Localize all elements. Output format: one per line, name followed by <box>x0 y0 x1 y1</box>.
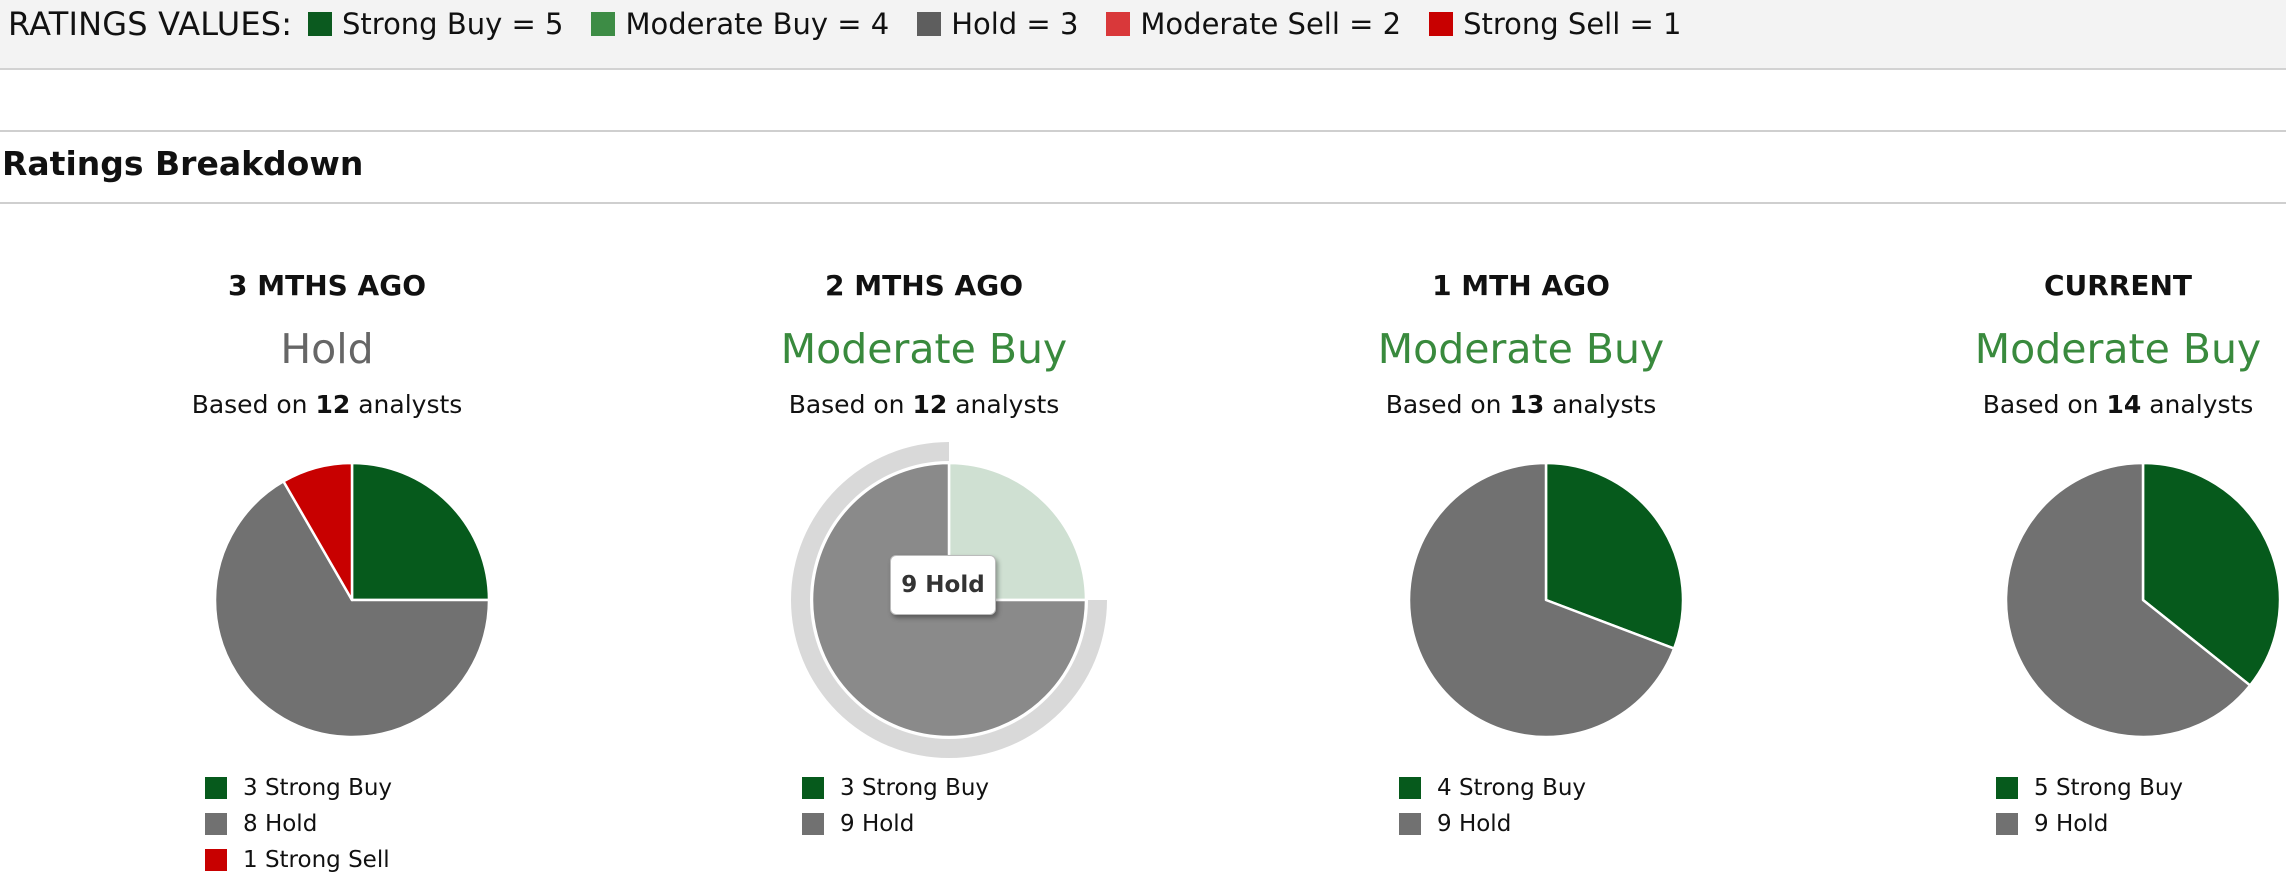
panel-period-title: CURRENT <box>2043 269 2193 302</box>
pie-slice-hold[interactable] <box>2004 461 2252 739</box>
legend-label: 8 Hold <box>243 811 318 837</box>
analysts-text: analysts <box>1544 390 1657 419</box>
hold-tooltip: 9 Hold <box>890 555 996 615</box>
pie-legend: 3 Strong Buy 9 Hold <box>802 770 989 842</box>
panel-rating: Hold <box>280 325 374 373</box>
rating-value-strong-buy: Strong Buy = 5 <box>308 6 563 42</box>
legend-item-strong-buy[interactable]: 5 Strong Buy <box>1996 770 2183 806</box>
legend-item-strong-buy[interactable]: 4 Strong Buy <box>1399 770 1586 806</box>
pie-legend: 5 Strong Buy 9 Hold <box>1996 770 2183 842</box>
analysts-text: analysts <box>350 390 463 419</box>
legend-label: 9 Hold <box>1437 811 1512 837</box>
legend-label: 4 Strong Buy <box>1437 775 1587 801</box>
legend-label: 9 Hold <box>2034 811 2109 837</box>
panel-analyst-count: Based on 13 analysts <box>1271 388 1771 422</box>
rating-value-label: Moderate Buy = 4 <box>625 7 890 41</box>
analyst-count: 13 <box>1509 390 1545 419</box>
analysts-text: analysts <box>947 390 1060 419</box>
panel-rating: Moderate Buy <box>780 325 1068 373</box>
based-on-text: Based on <box>1385 390 1510 419</box>
pie-slice-hold[interactable] <box>213 480 491 739</box>
legend-swatch <box>205 777 227 799</box>
section-divider <box>0 202 2286 204</box>
panel-analyst-count: Based on 12 analysts <box>674 388 1174 422</box>
rating-value-label: Hold = 3 <box>951 7 1079 41</box>
panel-period-title: 1 MTH AGO <box>1432 269 1610 302</box>
pie-slice-strong-sell[interactable] <box>282 461 354 602</box>
analyst-count: 14 <box>2106 390 2142 419</box>
rating-value-label: Strong Buy = 5 <box>342 7 564 41</box>
legend-swatch <box>1399 813 1421 835</box>
rating-value-hold: Hold = 3 <box>917 6 1078 42</box>
legend-swatch <box>802 777 824 799</box>
panel-rating: Moderate Buy <box>1974 325 2262 373</box>
panel-period-title: 2 MTHS AGO <box>825 269 1023 302</box>
pie-legend: 4 Strong Buy 9 Hold <box>1399 770 1586 842</box>
strong-sell-swatch <box>1429 12 1454 36</box>
legend-swatch <box>205 813 227 835</box>
ratings-panel-2-months-ago: 2 MTHS AGO Moderate Buy Based on 12 anal… <box>674 262 1174 837</box>
rating-value-moderate-sell: Moderate Sell = 2 <box>1106 6 1401 42</box>
rating-value-label: Moderate Sell = 2 <box>1140 7 1402 41</box>
panel-rating: Moderate Buy <box>1377 325 1665 373</box>
legend-item-strong-buy[interactable]: 3 Strong Buy <box>205 770 392 806</box>
rating-value-moderate-buy: Moderate Buy = 4 <box>591 6 889 42</box>
legend-item-hold[interactable]: 9 Hold <box>802 806 989 842</box>
legend-label: 1 Strong Sell <box>243 847 390 873</box>
legend-item-hold[interactable]: 9 Hold <box>1399 806 1586 842</box>
legend-label: 3 Strong Buy <box>243 775 393 801</box>
pie-chart[interactable] <box>1993 450 2286 750</box>
legend-swatch <box>1996 813 2018 835</box>
panel-period-title: 3 MTHS AGO <box>228 269 426 302</box>
legend-label: 9 Hold <box>840 811 915 837</box>
analysts-text: analysts <box>2141 390 2254 419</box>
pie-slice-strong-buy[interactable] <box>2141 461 2282 687</box>
legend-item-hold[interactable]: 9 Hold <box>1996 806 2183 842</box>
legend-label: 5 Strong Buy <box>2034 775 2184 801</box>
analyst-count: 12 <box>912 390 948 419</box>
legend-item-hold[interactable]: 8 Hold <box>205 806 392 842</box>
analyst-count: 12 <box>315 390 351 419</box>
pie-slice-hold[interactable] <box>810 461 1088 739</box>
rating-value-strong-sell: Strong Sell = 1 <box>1429 6 1681 42</box>
legend-item-strong-buy[interactable]: 3 Strong Buy <box>802 770 989 806</box>
pie-slice-hold[interactable] <box>1407 461 1676 739</box>
moderate-sell-swatch <box>1106 12 1131 36</box>
legend-swatch <box>802 813 824 835</box>
panel-analyst-count: Based on 14 analysts <box>1868 388 2286 422</box>
pie-legend: 3 Strong Buy 8 Hold 1 Strong Sell <box>205 770 392 878</box>
rating-value-label: Strong Sell = 1 <box>1463 7 1682 41</box>
section-title: Ratings Breakdown <box>2 144 364 183</box>
ratings-values-title: RATINGS VALUES: <box>8 5 293 43</box>
pie-chart[interactable] <box>1396 450 1696 750</box>
legend-item-strong-sell[interactable]: 1 Strong Sell <box>205 842 392 878</box>
ratings-values-bar: RATINGS VALUES: Strong Buy = 5 Moderate … <box>0 0 2286 70</box>
legend-swatch <box>1399 777 1421 799</box>
panel-analyst-count: Based on 12 analysts <box>77 388 577 422</box>
ratings-values-legend: Strong Buy = 5 Moderate Buy = 4 Hold = 3… <box>308 6 1709 42</box>
ratings-panel-current: CURRENT Moderate Buy Based on 14 analyst… <box>1868 262 2286 837</box>
legend-label: 3 Strong Buy <box>840 775 990 801</box>
based-on-text: Based on <box>191 390 316 419</box>
ratings-panel-3-months-ago: 3 MTHS AGO Hold Based on 12 analysts 3 S… <box>77 262 577 873</box>
legend-swatch <box>205 849 227 871</box>
hold-swatch <box>917 12 942 36</box>
ratings-panel-1-month-ago: 1 MTH AGO Moderate Buy Based on 13 analy… <box>1271 262 1771 837</box>
strong-buy-swatch <box>308 12 332 36</box>
empty-band <box>0 70 2286 132</box>
pie-slice-strong-buy[interactable] <box>1544 461 1685 650</box>
based-on-text: Based on <box>788 390 913 419</box>
pie-slice-strong-buy[interactable] <box>350 461 491 602</box>
moderate-buy-swatch <box>591 12 616 36</box>
pie-chart[interactable] <box>202 450 502 750</box>
based-on-text: Based on <box>1982 390 2107 419</box>
legend-swatch <box>1996 777 2018 799</box>
